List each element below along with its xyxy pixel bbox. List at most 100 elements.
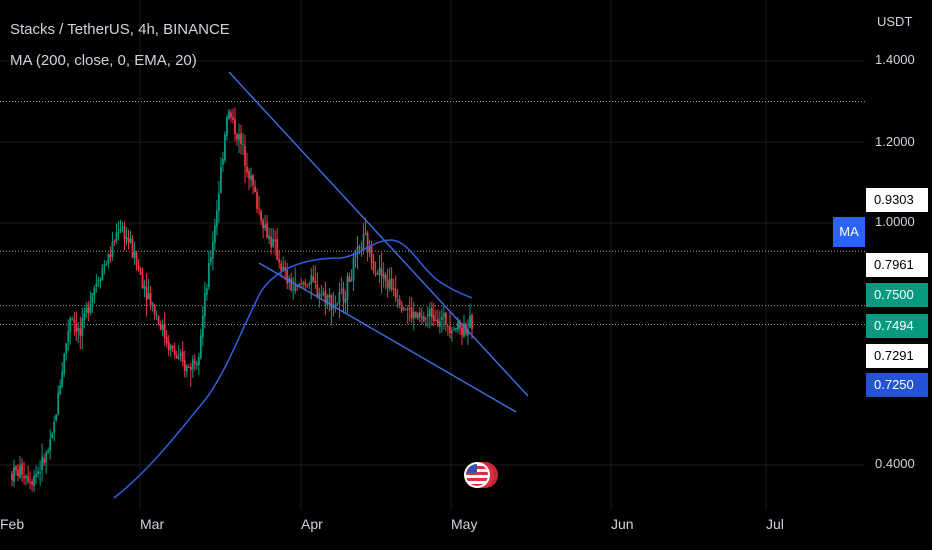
lower-trendline [258, 262, 517, 413]
candle-body [276, 239, 279, 260]
candle-body [402, 307, 405, 309]
candle-body [59, 385, 62, 395]
candle-body [99, 279, 102, 281]
candle-body [47, 451, 50, 454]
candle-body [354, 253, 357, 258]
y-tick: 1.0000 [875, 214, 915, 229]
candle-body [121, 226, 124, 228]
candle-body [45, 452, 48, 463]
candle-body [254, 186, 256, 193]
indicator-label[interactable]: MA (200, close, 0, EMA, 20) [10, 52, 197, 69]
candle-body [256, 191, 258, 209]
candle-body [201, 315, 204, 338]
candle-body [77, 328, 80, 331]
y-tick: 1.2000 [875, 134, 915, 149]
candle-body [350, 279, 353, 282]
x-tick: Jun [611, 516, 634, 532]
candle-body [213, 225, 216, 243]
ma-button[interactable]: MA [833, 217, 865, 247]
price-label: 0.7500 [866, 283, 928, 307]
candle-body [294, 283, 297, 291]
candle-body [93, 287, 96, 296]
candle-body [298, 284, 301, 286]
candle-body [33, 476, 35, 487]
candle-body [278, 259, 281, 263]
candle-body [230, 112, 232, 118]
candle-body [430, 307, 433, 318]
candle-body [451, 331, 453, 333]
candle-body [374, 272, 377, 274]
candle-body [372, 261, 375, 272]
candle-body [135, 252, 138, 265]
candle-body [19, 465, 21, 478]
candle-body [181, 351, 184, 362]
candle-body [258, 208, 260, 210]
candles [11, 107, 473, 493]
candle-body [244, 145, 246, 166]
candle-body [471, 314, 473, 330]
candle-body [408, 307, 411, 309]
symbol-title[interactable]: Stacks / TetherUS, 4h, BINANCE [10, 21, 230, 38]
candle-body [326, 295, 329, 306]
candle-body [69, 317, 72, 332]
candle-body [388, 279, 391, 290]
candle-body [177, 357, 180, 359]
candle-body [211, 242, 214, 259]
candle-body [95, 283, 98, 287]
candle-body [232, 117, 234, 120]
candle-body [282, 266, 285, 270]
chart-grid [0, 0, 865, 510]
candle-body [191, 359, 194, 370]
x-tick: Jul [766, 516, 784, 532]
candle-body [346, 275, 349, 301]
candle-body [308, 283, 311, 285]
price-label: 0.9303 [866, 188, 928, 212]
candle-body [109, 254, 112, 258]
candle-body [344, 298, 347, 304]
candle-body [53, 422, 56, 434]
candle-body [107, 253, 110, 264]
candle-body [39, 471, 42, 473]
candle-body [266, 222, 269, 238]
candle-body [394, 289, 397, 299]
candle-body [11, 473, 13, 481]
candle-body [21, 463, 23, 476]
candle-body [71, 319, 74, 321]
candle-body [461, 327, 463, 335]
candle-body [139, 268, 142, 276]
candle-body [428, 309, 431, 316]
candle-body [338, 291, 341, 303]
us-flag-icon[interactable] [464, 458, 498, 492]
candle-body [404, 308, 407, 310]
candle-body [250, 175, 252, 180]
candle-body [318, 293, 321, 298]
candle-body [125, 236, 128, 240]
candle-body [449, 326, 451, 334]
candle-body [362, 234, 365, 251]
candle-body [380, 268, 383, 277]
candle-body [260, 210, 262, 221]
candle-body [159, 323, 162, 330]
candle-body [322, 292, 325, 295]
candle-body [453, 329, 455, 331]
candle-body [328, 294, 331, 298]
candle-body [240, 133, 242, 145]
candle-body [163, 324, 166, 338]
candle-body [127, 238, 130, 243]
candle-body [13, 467, 15, 482]
candle-body [25, 475, 27, 478]
candle-body [416, 313, 419, 319]
moving-average [113, 239, 473, 499]
currency-unit: USDT [877, 14, 913, 29]
candle-body [193, 360, 196, 364]
price-label: 0.7961 [866, 253, 928, 277]
candle-body [222, 159, 224, 165]
candle-body [412, 311, 415, 319]
candle-body [330, 295, 333, 311]
candle-body [226, 117, 228, 136]
candle-body [268, 235, 271, 239]
candle-body [336, 302, 339, 304]
candle-body [440, 316, 443, 320]
candle-body [352, 257, 355, 281]
